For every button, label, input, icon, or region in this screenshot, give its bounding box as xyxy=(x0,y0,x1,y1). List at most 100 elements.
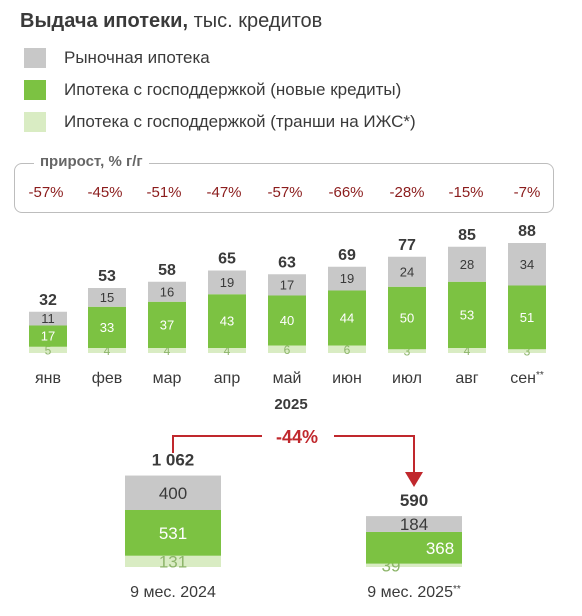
growth-value: -45% xyxy=(87,184,122,201)
bar-value-state: 53 xyxy=(460,307,474,322)
bar-segment-izhs xyxy=(148,348,186,353)
bar-segment-izhs xyxy=(29,346,67,353)
bar-segment-state xyxy=(88,306,126,348)
total-bar-segment-izhs xyxy=(125,555,221,567)
bar-total: 63 xyxy=(278,254,296,271)
legend-item-izhs: Ипотека с господдержкой (транши на ИЖС*) xyxy=(24,111,416,133)
total-bar-total: 590 xyxy=(400,491,428,510)
bar-value-state: 50 xyxy=(400,311,414,326)
bar-value-state: 51 xyxy=(520,310,534,325)
chart-title-bold: Выдача ипотеки, xyxy=(20,10,189,32)
growth-value: -15% xyxy=(448,184,483,201)
x-tick-label: авг xyxy=(455,370,478,387)
bar-value-izhs: 6 xyxy=(284,343,291,357)
bar-segment-state xyxy=(268,295,306,346)
bar-value-state: 40 xyxy=(280,313,294,328)
total-bar-segment-market xyxy=(366,516,462,532)
bar-value-market: 11 xyxy=(41,311,55,326)
bar-value-state: 33 xyxy=(100,320,114,335)
bar-segment-izhs xyxy=(268,345,306,353)
bar-segment-market xyxy=(88,288,126,307)
bar-segment-izhs xyxy=(448,348,486,353)
total-bar-segment-market xyxy=(125,475,221,511)
bar-segment-market xyxy=(148,281,186,302)
growth-value: -57% xyxy=(267,184,302,201)
bar-value-market: 19 xyxy=(340,271,354,286)
x-tick-label: сен** xyxy=(510,370,544,388)
bar-value-izhs: 3 xyxy=(524,345,531,359)
bar-value-izhs: 4 xyxy=(104,344,111,358)
growth-value: -28% xyxy=(389,184,424,201)
bar-segment-state xyxy=(148,301,186,348)
bar-segment-market xyxy=(388,256,426,287)
legend-swatch-izhs xyxy=(24,112,46,132)
total-bar-value-market: 400 xyxy=(159,484,187,503)
legend-label-state: Ипотека с господдержкой (новые кредиты) xyxy=(64,80,402,99)
bar-segment-market xyxy=(448,246,486,282)
bar-total: 65 xyxy=(218,251,236,268)
bar-segment-market xyxy=(328,266,366,291)
x-tick-label: май xyxy=(273,370,302,387)
bar-total: 32 xyxy=(39,292,57,309)
bar-value-market: 17 xyxy=(280,277,294,292)
bar-segment-state xyxy=(448,281,486,348)
total-bar-value-state: 368 xyxy=(426,539,454,558)
bar-value-market: 16 xyxy=(160,284,174,299)
legend-label-market: Рыночная ипотека xyxy=(64,48,210,67)
bar-value-izhs: 4 xyxy=(464,344,471,358)
bar-segment-market xyxy=(208,270,246,295)
legend-label-izhs: Ипотека с господдержкой (транши на ИЖС*) xyxy=(64,112,416,131)
chart-title: Выдача ипотеки, тыс. кредитов xyxy=(20,10,322,33)
bar-total: 88 xyxy=(518,223,536,240)
total-bar-segment-state xyxy=(125,510,221,556)
x-tick-label: июн xyxy=(332,370,362,387)
change-arrow-head xyxy=(405,472,423,487)
bar-value-izhs: 4 xyxy=(224,344,231,358)
bar-segment-market xyxy=(268,274,306,296)
bar-value-izhs: 3 xyxy=(404,345,411,359)
total-bar-value-market: 184 xyxy=(400,515,428,534)
bar-total: 58 xyxy=(158,262,176,279)
bar-value-state: 17 xyxy=(41,329,55,344)
bar-value-izhs: 5 xyxy=(45,343,52,357)
x-tick-label: фев xyxy=(92,370,123,387)
bar-segment-state xyxy=(328,290,366,346)
bar-segment-state xyxy=(208,294,246,348)
growth-label: прирост, % г/г xyxy=(34,153,149,170)
bar-total: 69 xyxy=(338,247,356,264)
growth-value: -51% xyxy=(146,184,181,201)
bar-segment-izhs xyxy=(208,348,246,353)
growth-value: -66% xyxy=(328,184,363,201)
x-tick-label: мар xyxy=(153,370,182,387)
bar-total: 77 xyxy=(398,237,416,254)
change-arrow-left xyxy=(172,435,262,453)
total-bar-total: 1 062 xyxy=(152,451,195,470)
total-x-tick-label: 9 мес. 2024 xyxy=(130,584,216,601)
bar-segment-izhs xyxy=(508,349,546,353)
total-bar-value-izhs: 131 xyxy=(159,552,187,571)
bar-value-izhs: 4 xyxy=(164,344,171,358)
bar-segment-izhs xyxy=(388,349,426,353)
total-bar-value-state: 531 xyxy=(159,524,187,543)
legend-swatch-market xyxy=(24,48,46,68)
bar-segment-izhs xyxy=(328,345,366,353)
x-tick-label: янв xyxy=(35,370,61,387)
legend-item-state: Ипотека с господдержкой (новые кредиты) xyxy=(24,79,401,101)
x-axis-label: 2025 xyxy=(274,396,307,413)
bar-value-market: 15 xyxy=(100,290,114,305)
bar-segment-market xyxy=(29,311,67,326)
bar-segment-state xyxy=(388,286,426,350)
x-tick-label: апр xyxy=(214,370,241,387)
bar-value-market: 28 xyxy=(460,257,474,272)
bar-value-state: 44 xyxy=(340,311,354,326)
growth-value: -57% xyxy=(28,184,63,201)
change-arrow-right xyxy=(334,435,415,474)
bar-segment-state xyxy=(29,325,67,347)
total-bar-segment-izhs xyxy=(366,563,462,567)
legend-item-market: Рыночная ипотека xyxy=(24,47,210,69)
growth-value: -47% xyxy=(206,184,241,201)
bar-total: 53 xyxy=(98,268,116,285)
bar-value-market: 24 xyxy=(400,264,414,279)
bar-value-market: 19 xyxy=(220,275,234,290)
